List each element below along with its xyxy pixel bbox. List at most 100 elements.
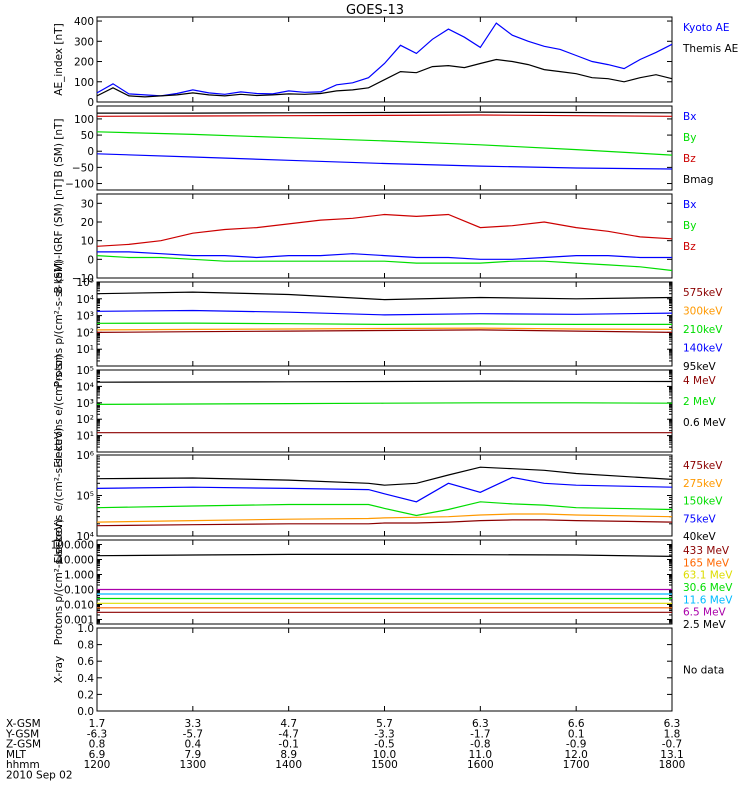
footer-cell: 11.0 <box>469 749 492 761</box>
y-axis-label: B (SM) [nT] <box>53 118 65 177</box>
legend-entry: 6.5 MeV <box>683 607 727 619</box>
panel-4: 10¹ 10² 10³ 10⁴ 10⁵ Electrons e/(cm²-s-sr) 4 M… <box>53 354 727 467</box>
y-tick-label: −50 <box>72 162 94 174</box>
series-line <box>96 476 673 503</box>
y-tick-label: 10³ <box>76 311 94 323</box>
y-tick-label: 50 <box>81 130 94 142</box>
footer-row-label: hhmm <box>6 759 40 771</box>
series-line <box>96 553 673 557</box>
panel-frame <box>96 105 673 191</box>
y-tick-label: −10 <box>72 273 94 285</box>
y-axis-label: Protons p/(cm²-s-sr-keV) <box>53 261 65 388</box>
y-tick-label: 10⁶ <box>76 450 94 462</box>
y-tick-label: 100 <box>74 114 94 126</box>
legend-entry: 11.6 MeV <box>683 594 733 606</box>
footer-cell: 0.1 <box>568 728 585 740</box>
legend-entry: 300keV <box>683 306 723 318</box>
y-axis-label: Protons p/(cm²-s-sr-keV) <box>53 519 65 646</box>
panel-frame <box>96 627 673 712</box>
y-tick-label: 10⁵ <box>76 277 94 289</box>
y-tick-label: 100 <box>74 77 94 89</box>
legend-entry: 475keV <box>683 460 723 472</box>
plot-title: GOES-13 <box>346 3 404 18</box>
y-tick-label: 10⁴ <box>76 381 94 393</box>
footer-cell: -4.7 <box>278 728 299 740</box>
y-tick-label: 10¹ <box>76 431 94 443</box>
y-tick-label: 0.100 <box>64 584 94 596</box>
y-tick-label: 100.000 <box>51 540 94 552</box>
legend-entry: 4 MeV <box>683 375 717 387</box>
legend-entry: 433 MeV <box>683 545 730 557</box>
y-axis-label: Electrons e/(cm²-s-sr) <box>53 354 65 467</box>
footer-row-label: Y-GSM <box>5 728 39 740</box>
legend-entry: 75keV <box>683 513 717 525</box>
y-tick-label: 10⁵ <box>76 491 94 503</box>
y-tick-label: 1.000 <box>64 570 94 582</box>
y-tick-label: 1.0 <box>77 623 94 635</box>
footer-cell: 1700 <box>563 759 590 771</box>
legend-entry: 210keV <box>683 324 723 336</box>
y-tick-label: 0 <box>87 97 94 109</box>
footer-cell: 8.9 <box>280 749 297 761</box>
footer-cell: 10.0 <box>373 749 396 761</box>
series-line <box>96 329 673 333</box>
y-tick-label: 10² <box>76 414 94 426</box>
footer-cell: -1.7 <box>470 728 491 740</box>
y-tick-label: 0.8 <box>77 640 94 652</box>
panel-0: 0 100 200 300 400 AE_index [nT] Kyoto AE Themis… <box>53 16 738 109</box>
footer-cell: 1300 <box>179 759 206 771</box>
footer-cell: 0.8 <box>89 739 106 751</box>
footer-cell: -0.5 <box>374 739 395 751</box>
legend-entry: Bx <box>683 199 696 211</box>
y-tick-label: 10⁴ <box>76 531 94 543</box>
legend-entry: Themis AE <box>682 43 738 55</box>
series-line <box>97 111 673 114</box>
footer-cell: -3.3 <box>374 728 395 740</box>
footer-cell: -0.1 <box>278 739 299 751</box>
series-line <box>96 131 673 156</box>
footer-cell: 6.9 <box>89 749 106 761</box>
footer-cell: 12.0 <box>564 749 587 761</box>
footer-cell: 1400 <box>275 759 302 771</box>
legend-entry: 2 MeV <box>683 396 717 408</box>
legend-entry: By <box>683 220 696 232</box>
series-line <box>96 322 672 326</box>
footer-cell: 13.1 <box>660 749 683 761</box>
y-axis-label: AE_index [nT] <box>53 23 65 95</box>
y-tick-label: 0.010 <box>64 599 94 611</box>
legend-entry: 30.6 MeV <box>683 582 733 594</box>
legend-entry: 165 MeV <box>683 557 730 569</box>
series-line <box>96 291 673 301</box>
footer-cell: 1600 <box>467 759 494 771</box>
footer-cell: 3.3 <box>184 718 201 730</box>
series-line <box>96 22 673 97</box>
series-line <box>96 402 673 405</box>
y-tick-label: 10³ <box>76 398 94 410</box>
legend-entry: 2.5 MeV <box>683 619 727 631</box>
series-line <box>96 114 673 117</box>
legend-entry: 0.6 MeV <box>683 417 727 429</box>
legend-entry: 63.1 MeV <box>683 570 733 582</box>
no-data-note: No data <box>683 665 724 677</box>
footer-table: X-GSM 1.7 3.3 4.7 5.7 6.3 6.6 6.3 Y-GSM -6.3 -5.7 -… <box>5 718 685 782</box>
footer-cell: 6.3 <box>472 718 489 730</box>
y-tick-label: 0.4 <box>77 673 94 685</box>
y-tick-label: 10⁴ <box>76 294 94 306</box>
legend-entry: 575keV <box>683 287 723 299</box>
y-axis-label: B (SM)-IGRF (SM) [nT] <box>53 179 65 294</box>
footer-cell: -0.9 <box>566 739 587 751</box>
legend-entry: By <box>683 132 696 144</box>
footer-cell: 1200 <box>84 759 111 771</box>
legend-entry: 275keV <box>683 478 723 490</box>
y-tick-label: 0.001 <box>64 614 94 626</box>
legend-entry: Bz <box>683 153 696 165</box>
panel-frame <box>96 454 673 537</box>
series-line <box>96 153 673 170</box>
footer-cell: -5.7 <box>183 728 204 740</box>
y-tick-label: 0 <box>87 146 94 158</box>
footer-cell: 5.7 <box>376 718 393 730</box>
footer-cell: -0.8 <box>470 739 491 751</box>
footer-cell: 1.8 <box>664 728 681 740</box>
footer-row-label: X-GSM <box>6 718 41 730</box>
